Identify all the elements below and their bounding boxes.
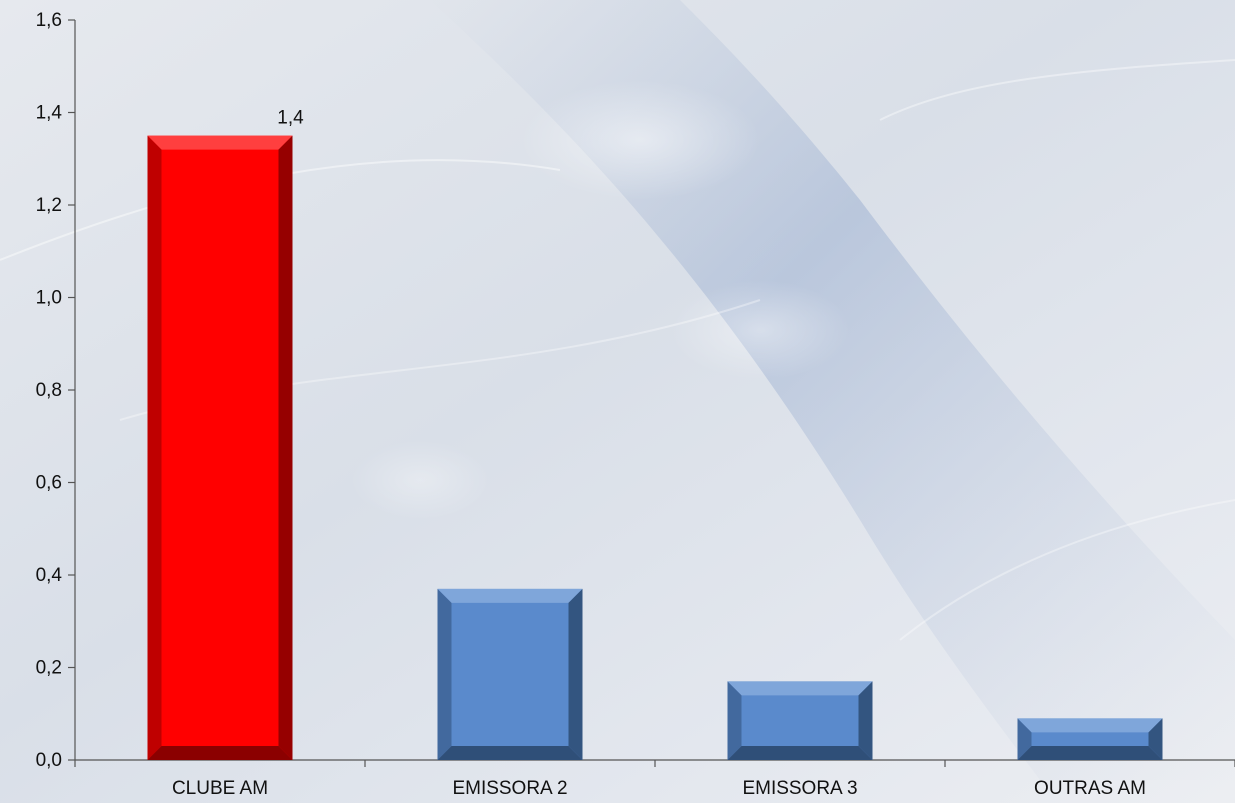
bar-bevel-left (727, 681, 742, 760)
bar (727, 681, 873, 760)
y-tick-label: 0,6 (36, 473, 62, 494)
bar (437, 588, 583, 760)
bar-bevel-right (858, 681, 873, 760)
bar (1017, 718, 1163, 760)
y-tick-label: 1,2 (36, 195, 62, 216)
y-axis-ticks: 0,0 0,2 0,4 0,6 0,8 1,0 1,2 1,4 1,6 (36, 10, 1235, 771)
bar-bevel-right (568, 588, 583, 760)
data-label: 1,4 (277, 108, 304, 129)
y-tick-label: 1,6 (36, 10, 62, 31)
bar-bevel-left (1017, 718, 1032, 760)
bar-bevel-bottom (437, 746, 583, 760)
x-category-label: EMISSORA 2 (452, 778, 567, 799)
bar-bevel-right (1148, 718, 1163, 760)
y-tick-label: 1,4 (36, 103, 63, 124)
bar-bevel-left (437, 588, 452, 760)
x-category-label: CLUBE AM (172, 778, 268, 799)
bar-bevel-right (278, 135, 293, 760)
bar (147, 135, 293, 760)
category-labels: CLUBE AM EMISSORA 2 EMISSORA 3 OUTRAS AM (172, 778, 1146, 799)
bars (147, 135, 1163, 760)
bar-bevel-top (147, 135, 293, 150)
y-tick-label: 0,0 (36, 750, 62, 771)
bar-bevel-bottom (727, 746, 873, 760)
data-labels: 1,4 (277, 108, 304, 129)
bar-bevel-bottom (147, 746, 293, 760)
y-tick-label: 0,4 (36, 565, 63, 586)
bar-face (147, 135, 293, 760)
y-tick-label: 0,8 (36, 380, 62, 401)
bar-bevel-left (147, 135, 162, 760)
y-tick-label: 1,0 (36, 288, 62, 309)
x-category-label: EMISSORA 3 (742, 778, 857, 799)
bar-bevel-top (727, 681, 873, 696)
bar-bevel-bottom (1017, 746, 1163, 760)
bar-face (437, 588, 583, 760)
x-category-label: OUTRAS AM (1034, 778, 1146, 799)
bar-bevel-top (437, 588, 583, 603)
y-tick-label: 0,2 (36, 658, 62, 679)
bar-bevel-top (1017, 718, 1163, 733)
